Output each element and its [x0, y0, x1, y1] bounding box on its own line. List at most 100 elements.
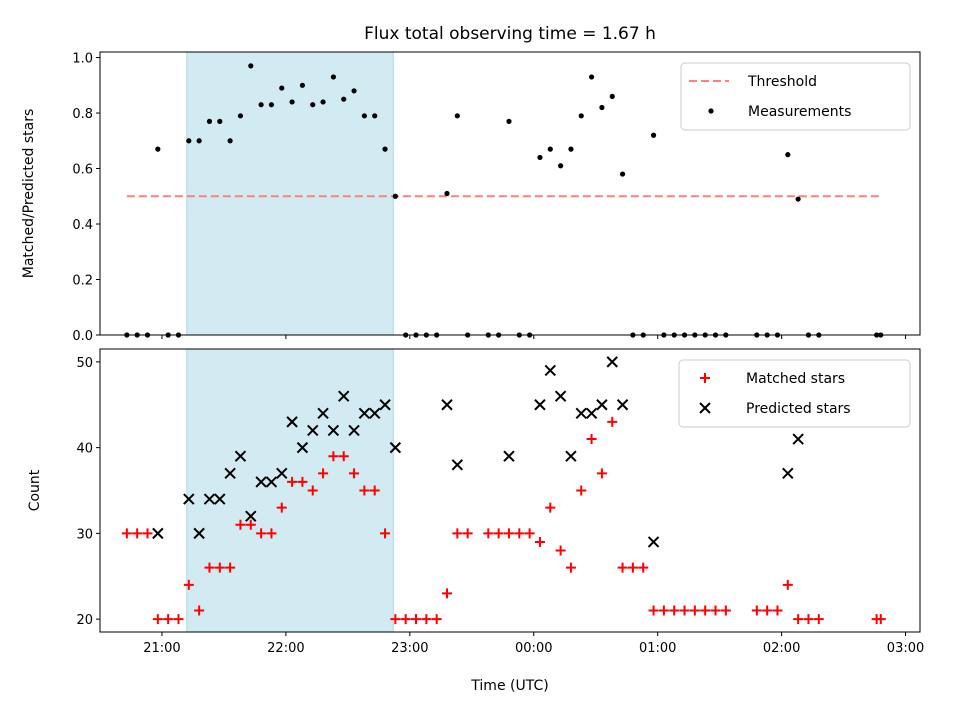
count-panel: 20 30 40 50 21:00 22:00 23:00 00:00 01:00 02:00 03… — [27, 348, 924, 656]
measurement-point — [361, 113, 367, 119]
matched-star-point — [658, 605, 669, 616]
legend-swatch-predicted — [699, 402, 711, 414]
matched-star-point — [307, 485, 318, 496]
predicted-star-point — [255, 476, 267, 488]
matched-star-point — [411, 614, 422, 625]
matched-star-point — [627, 562, 638, 573]
matched-star-point — [462, 528, 473, 539]
matched-star-point — [235, 519, 246, 530]
x-tick-label: 22:00 — [267, 641, 304, 656]
matched-star-point — [586, 434, 597, 445]
matched-star-point — [648, 605, 659, 616]
predicted-star-point — [286, 416, 298, 428]
matched-star-point — [638, 562, 649, 573]
measurement-point — [289, 99, 295, 105]
x-tick-label: 03:00 — [887, 641, 924, 656]
matched-star-point — [121, 528, 132, 539]
matched-star-point — [710, 605, 721, 616]
measurement-point — [537, 154, 543, 161]
matched-star-point — [245, 519, 256, 530]
y-tick-label: 20 — [76, 613, 93, 628]
matched-star-point — [875, 614, 886, 625]
measurement-point — [372, 113, 378, 119]
measurement-point — [155, 146, 161, 152]
predicted-star-point — [534, 399, 546, 411]
predicted-star-point — [792, 433, 804, 445]
legend-swatch-measurements — [708, 108, 714, 114]
matched-star-point — [431, 614, 442, 625]
predicted-star-point — [265, 476, 278, 488]
measurement-point — [609, 93, 615, 99]
legend-box — [678, 359, 911, 428]
x-axis-label: Time (UTC) — [470, 678, 548, 694]
predicted-star-point — [348, 424, 360, 437]
predicted-star-point — [327, 424, 340, 437]
matched-star-point — [503, 528, 514, 539]
measurement-point — [248, 63, 254, 69]
matched-star-point — [276, 502, 287, 513]
matched-star-point — [483, 528, 494, 539]
matched-star-point — [793, 614, 804, 625]
matched-star-point — [534, 536, 545, 547]
y-tick-label: 0.0 — [72, 329, 93, 344]
matched-star-point — [173, 614, 184, 625]
y-tick-label: 1.0 — [72, 52, 93, 67]
matched-star-point — [689, 605, 700, 616]
predicted-star-point — [203, 493, 216, 505]
matched-star-point — [214, 562, 225, 573]
matched-star-point — [318, 468, 329, 479]
matched-star-point — [328, 451, 339, 462]
axes-frame — [99, 51, 921, 336]
predicted-star-point — [276, 467, 288, 480]
matched-star-point — [204, 562, 215, 573]
matched-star-point — [349, 468, 360, 479]
matched-star-point — [803, 614, 814, 625]
measurement-point — [237, 113, 244, 119]
predicted-star-point — [647, 536, 660, 548]
y-tick-label: 50 — [76, 356, 93, 371]
measurement-point — [382, 146, 388, 152]
matched-star-point — [762, 605, 773, 616]
y-tick-label: 0.4 — [72, 218, 93, 233]
legend-label: Predicted stars — [746, 401, 851, 417]
predicted-star-point — [782, 467, 794, 480]
predicted-star-point — [575, 407, 587, 420]
measurement-point — [227, 138, 233, 144]
measurement-point — [785, 152, 791, 158]
predicted-star-point — [451, 459, 464, 471]
predicted-star-point — [565, 450, 577, 462]
matched-star-point — [142, 528, 153, 539]
matched-star-point — [555, 545, 566, 556]
predicted-star-point — [554, 390, 567, 402]
matched-star-point — [493, 528, 504, 539]
predicted-star-point — [307, 424, 319, 437]
measurement-point — [444, 190, 450, 197]
matched-star-point — [720, 605, 731, 616]
predicted-star-point — [441, 399, 453, 411]
predicted-star-point — [389, 441, 402, 454]
legend: Matched stars Predicted stars — [678, 359, 911, 428]
measurement-point — [599, 104, 605, 111]
matched-star-point — [772, 605, 783, 616]
matched-star-point — [669, 605, 680, 616]
y-tick-label: 0.2 — [72, 274, 93, 289]
axes-frame — [99, 348, 921, 633]
measurement-point — [299, 82, 306, 88]
measurement-point — [320, 99, 326, 105]
matched-star-point — [359, 485, 370, 496]
matched-star-point — [132, 528, 143, 539]
measurement-point — [310, 102, 316, 108]
matched-star-point — [751, 605, 762, 616]
y-axis-label: Matched/Predicted stars — [21, 109, 37, 279]
predicted-star-point — [193, 527, 205, 540]
matched-star-point — [679, 605, 690, 616]
predicted-star-point — [503, 450, 515, 462]
measurement-point — [330, 74, 337, 80]
predicted-star-point — [616, 399, 629, 411]
measurement-point — [454, 113, 460, 119]
x-tick-label: 02:00 — [763, 641, 800, 656]
matched-star-point — [607, 416, 618, 427]
measurement-point — [351, 88, 357, 94]
matched-star-point — [782, 579, 793, 590]
